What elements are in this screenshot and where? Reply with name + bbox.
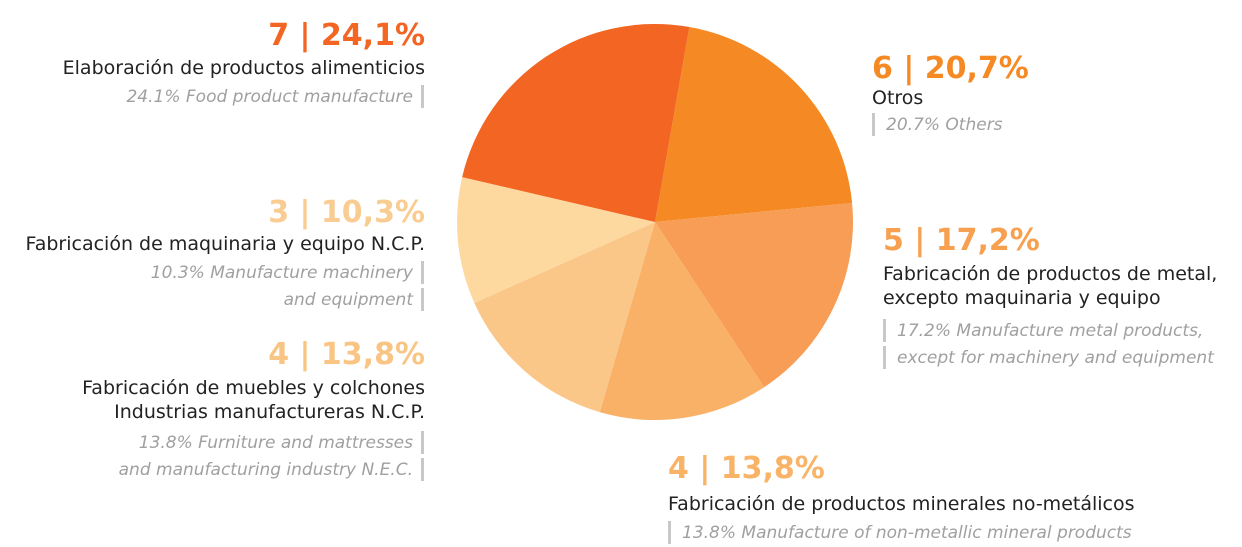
slice-name: Fabricación de muebles y colchones bbox=[82, 377, 425, 399]
note-bar bbox=[421, 261, 424, 284]
slice-name: Fabricación de productos minerales no-me… bbox=[668, 493, 1135, 515]
slice-description: 24.1% Food product manufacture bbox=[126, 87, 413, 107]
note-bar bbox=[883, 319, 886, 342]
slice-name: Otros bbox=[872, 87, 923, 109]
pie-slice bbox=[599, 222, 765, 420]
slice-value-label: 4 | 13,8% bbox=[268, 337, 425, 372]
pie-slice bbox=[474, 222, 655, 413]
note-bar bbox=[421, 458, 424, 481]
slice-value-label: 6 | 20,7% bbox=[872, 51, 1029, 86]
note-bar bbox=[421, 85, 424, 108]
note-bar bbox=[872, 113, 875, 136]
slice-description: 17.2% Manufacture metal products, bbox=[897, 321, 1203, 341]
note-bar bbox=[421, 431, 424, 454]
slice-value-label: 4 | 13,8% bbox=[668, 451, 825, 486]
pie-slice bbox=[462, 24, 690, 222]
slice-name: Elaboración de productos alimenticios bbox=[63, 57, 425, 79]
note-bar bbox=[668, 521, 671, 544]
slice-value-label: 7 | 24,1% bbox=[268, 18, 425, 53]
slice-name: Industrias manufactureras N.C.P. bbox=[114, 401, 425, 423]
pie-slice bbox=[457, 177, 655, 303]
slice-description: and manufacturing industry N.E.C. bbox=[119, 460, 413, 480]
slice-description: except for machinery and equipment bbox=[897, 348, 1215, 368]
pie-slice bbox=[655, 27, 853, 223]
slice-description: 13.8% Manufacture of non-metallic minera… bbox=[682, 523, 1132, 543]
slice-name: Fabricación de maquinaria y equipo N.C.P… bbox=[26, 233, 425, 255]
slice-description: 10.3% Manufacture machinery bbox=[151, 263, 414, 283]
slice-name: excepto maquinaria y equipo bbox=[883, 287, 1161, 309]
slice-description: and equipment bbox=[284, 290, 415, 310]
slice-description: 20.7% Others bbox=[886, 115, 1003, 135]
slice-description: 13.8% Furniture and mattresses bbox=[139, 433, 413, 453]
pie-slice bbox=[655, 202, 853, 388]
slice-name: Fabricación de productos de metal, bbox=[883, 263, 1217, 285]
note-bar bbox=[883, 346, 886, 369]
slice-value-label: 3 | 10,3% bbox=[268, 195, 425, 230]
note-bar bbox=[421, 288, 424, 311]
slice-value-label: 5 | 17,2% bbox=[883, 223, 1040, 258]
